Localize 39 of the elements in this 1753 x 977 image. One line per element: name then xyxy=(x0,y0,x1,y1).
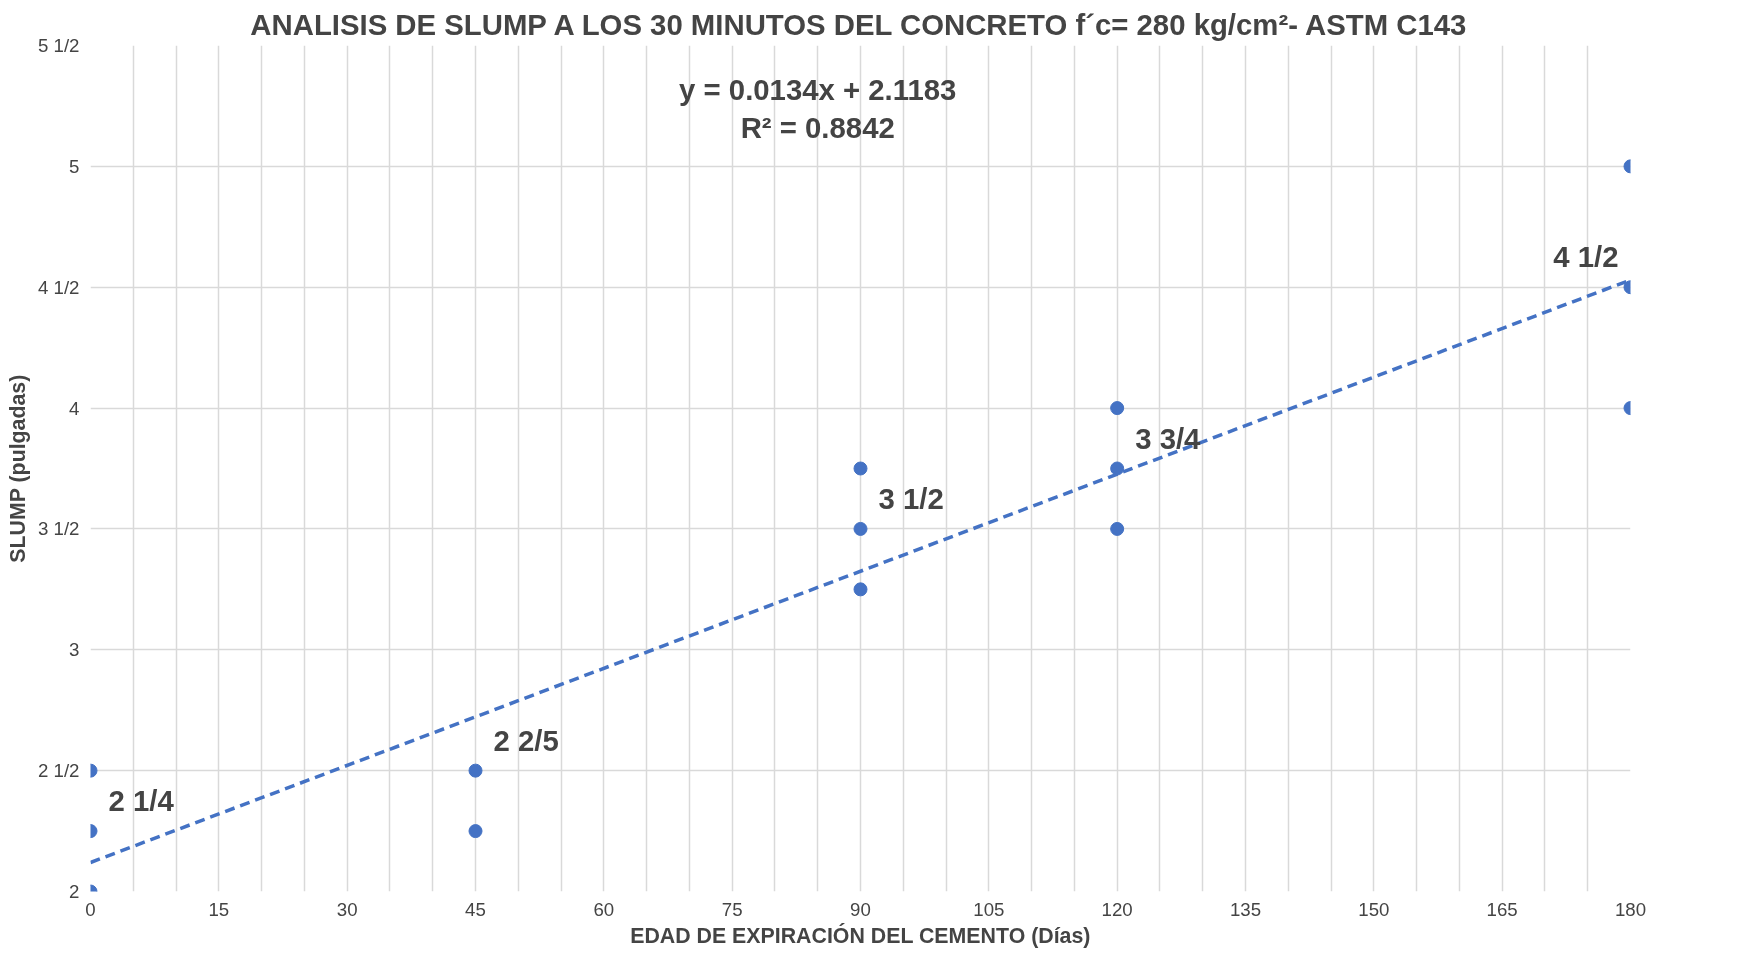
y-tick-label: 4 xyxy=(69,397,80,419)
y-axis-title: SLUMP (pulgadas) xyxy=(6,374,31,563)
annotation: 2 1/4 xyxy=(108,784,175,818)
point xyxy=(1110,461,1125,476)
y-tick-label: 3 1/2 xyxy=(38,518,80,540)
chart-title: ANALISIS DE SLUMP A LOS 30 MINUTOS DEL CONCRETO f´c= 280 kg/cm²- ASTM C143 xyxy=(250,7,1467,41)
x-tick-label: 60 xyxy=(593,898,615,920)
x-tick-label: 180 xyxy=(1614,898,1647,920)
point xyxy=(1110,521,1125,536)
x-tick-label: 15 xyxy=(208,898,230,920)
x-tick-label: 30 xyxy=(336,898,358,920)
x-tick-label: 45 xyxy=(465,898,486,920)
point xyxy=(853,461,868,476)
y-tick-label: 4 1/2 xyxy=(38,276,80,298)
annotation: 3 1/2 xyxy=(878,481,944,515)
x-tick-label: 105 xyxy=(973,898,1005,920)
x-axis-title: EDAD DE EXPIRACIÓN DEL CEMENTO (Días) xyxy=(630,922,1091,948)
y-tick-label: 5 1/2 xyxy=(38,35,80,56)
annotation: 4 1/2 xyxy=(1553,240,1619,274)
point xyxy=(468,763,483,778)
annotation: y = 0.0134x + 2.1183 xyxy=(679,72,957,106)
point xyxy=(853,582,868,597)
x-tick-label: 150 xyxy=(1358,898,1390,920)
x-tick-label: 90 xyxy=(850,898,871,920)
point xyxy=(1110,401,1125,416)
x-tick-label: 0 xyxy=(85,898,96,920)
x-tick-label: 135 xyxy=(1229,898,1262,920)
point xyxy=(468,824,483,839)
annotation: 2 2/5 xyxy=(493,723,559,757)
y-tick-label: 5 xyxy=(69,155,80,177)
x-tick-label: 75 xyxy=(721,898,743,920)
point xyxy=(853,521,868,536)
y-tick-label: 3 xyxy=(69,639,80,661)
x-tick-label: 120 xyxy=(1101,898,1133,920)
annotation: R² = 0.8842 xyxy=(740,110,895,144)
y-tick-label: 2 1/2 xyxy=(38,760,80,782)
y-tick-label: 2 xyxy=(69,881,80,902)
x-tick-label: 165 xyxy=(1486,898,1518,920)
annotation: 3 3/4 xyxy=(1135,421,1202,455)
